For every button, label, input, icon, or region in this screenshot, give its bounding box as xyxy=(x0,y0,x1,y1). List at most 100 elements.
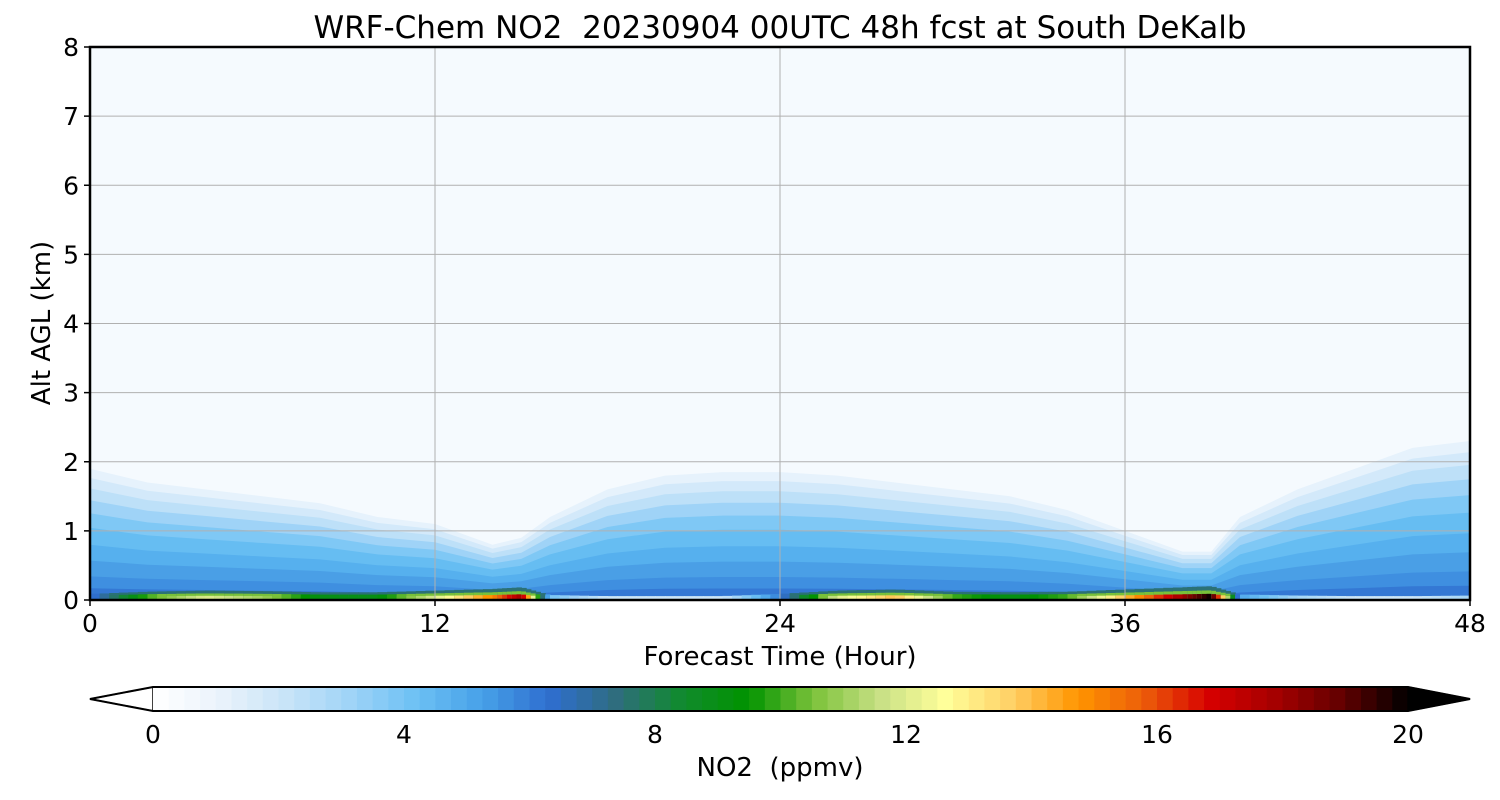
colorbar-level-band xyxy=(278,687,295,711)
surface-no2-cell xyxy=(799,596,810,600)
surface-no2-cell xyxy=(425,595,436,600)
surface-no2-cell xyxy=(933,596,944,600)
colorbar-level-band xyxy=(655,687,672,711)
surface-no2-cell xyxy=(847,595,858,600)
surface-no2-cell xyxy=(1182,594,1188,600)
surface-no2-cell xyxy=(252,596,264,600)
colorbar: 0 4 8 12 16 20 xyxy=(89,686,1471,749)
colorbar-level-band xyxy=(1345,687,1362,711)
colorbar-level-band xyxy=(451,687,468,711)
chart-title: WRF-Chem NO2 20230904 00UTC 48h fcst at … xyxy=(313,10,1246,46)
surface-no2-cell xyxy=(1067,596,1078,600)
surface-no2-cell xyxy=(166,596,177,600)
colorbar-level-band xyxy=(1094,687,1111,711)
surface-no2-cell xyxy=(128,596,139,600)
colorbar-level-band xyxy=(811,687,829,711)
y-tick-label: 3 xyxy=(63,379,79,408)
surface-no2-cell xyxy=(1196,594,1203,600)
surface-no2-cell xyxy=(1216,594,1222,600)
surface-no2-cell xyxy=(339,596,350,600)
surface-no2-cell xyxy=(109,596,120,600)
y-tick-label: 7 xyxy=(63,102,79,131)
surface-no2-cell xyxy=(1077,596,1088,600)
surface-no2-cell xyxy=(281,596,292,600)
colorbar-outline xyxy=(89,686,1471,712)
surface-no2-cell xyxy=(406,596,417,600)
surface-no2-cell xyxy=(1201,593,1208,600)
surface-no2-cell xyxy=(1000,596,1011,600)
colorbar-label: NO2 (ppmv) xyxy=(697,753,864,783)
surface-no2-cell xyxy=(511,594,518,600)
y-axis-label: Alt AGL (km) xyxy=(27,241,57,405)
surface-no2-cell xyxy=(367,596,379,600)
colorbar-level-band xyxy=(435,687,452,711)
plot-area xyxy=(90,47,1470,600)
colorbar-level-band xyxy=(874,687,891,711)
colorbar-level-band xyxy=(984,687,1001,711)
surface-no2-cell xyxy=(118,596,129,600)
colorbar-level-band xyxy=(1078,687,1095,711)
surface-no2-cell xyxy=(262,596,273,600)
surface-no2-cell xyxy=(1235,597,1241,600)
colorbar-level-band xyxy=(843,687,860,711)
colorbar-level-band xyxy=(921,687,938,711)
colorbar-level-band xyxy=(623,687,640,711)
surface-no2-cell xyxy=(454,595,465,600)
colorbar-level-band xyxy=(356,687,374,711)
surface-no2-cell xyxy=(243,596,254,600)
surface-no2-cell xyxy=(1038,596,1049,600)
surface-no2-cell xyxy=(521,594,527,600)
colorbar-over-triangle xyxy=(1407,686,1471,712)
surface-no2-cell xyxy=(300,596,311,600)
surface-no2-cell xyxy=(444,595,455,600)
surface-no2-cell xyxy=(291,596,302,600)
surface-no2-cell xyxy=(1192,594,1198,600)
colorbar-level-band xyxy=(858,687,876,711)
surface-no2-cell xyxy=(147,596,158,600)
surface-no2-cell xyxy=(971,596,982,600)
surface-no2-cell xyxy=(137,596,149,600)
colorbar-level-band xyxy=(1329,687,1346,711)
surface-no2-cell xyxy=(415,596,426,600)
colorbar-level-band xyxy=(1251,687,1268,711)
surface-no2-cell xyxy=(473,595,484,600)
colorbar-level-band xyxy=(309,687,327,711)
colorbar-level-band xyxy=(906,687,923,711)
y-tick-label: 2 xyxy=(63,448,79,477)
surface-no2-cell xyxy=(1225,596,1231,600)
surface-no2-cell xyxy=(1134,595,1145,600)
surface-no2-cell xyxy=(962,596,973,600)
colorbar-level-band xyxy=(592,687,609,711)
colorbar-level-band xyxy=(560,687,578,711)
surface-no2-cell xyxy=(99,597,110,600)
colorbar-level-band xyxy=(1031,687,1048,711)
colorbar-level-band xyxy=(1015,687,1033,711)
colorbar-level-band xyxy=(1204,687,1221,711)
surface-no2-cell xyxy=(1144,594,1155,600)
colorbar-tick-label: 4 xyxy=(396,720,412,749)
colorbar-level-band xyxy=(937,687,954,711)
colorbar-level-band xyxy=(1000,687,1017,711)
surface-no2-cell xyxy=(1048,596,1059,600)
colorbar-level-band xyxy=(372,687,389,711)
colorbar-level-band xyxy=(262,687,280,711)
colorbar-level-band xyxy=(1141,687,1158,711)
surface-no2-cell xyxy=(320,596,331,600)
surface-no2-cell xyxy=(516,594,522,600)
colorbar-level-band xyxy=(404,687,421,711)
surface-no2-cell xyxy=(1153,594,1164,600)
colorbar-level-band xyxy=(482,687,499,711)
surface-no2-cell xyxy=(492,595,498,600)
surface-no2-cell xyxy=(497,594,503,600)
colorbar-level-band xyxy=(1157,687,1174,711)
colorbar-level-band xyxy=(200,687,217,711)
surface-no2-cell xyxy=(1172,594,1184,600)
colorbar-level-band xyxy=(796,687,813,711)
surface-no2-cell xyxy=(535,596,541,600)
x-tick-label: 0 xyxy=(82,609,98,638)
surface-no2-cell xyxy=(1211,594,1217,600)
surface-no2-cell xyxy=(233,595,244,600)
colorbar-level-band xyxy=(1313,687,1331,711)
colorbar-level-band xyxy=(498,687,515,711)
surface-no2-cell xyxy=(1010,596,1021,600)
